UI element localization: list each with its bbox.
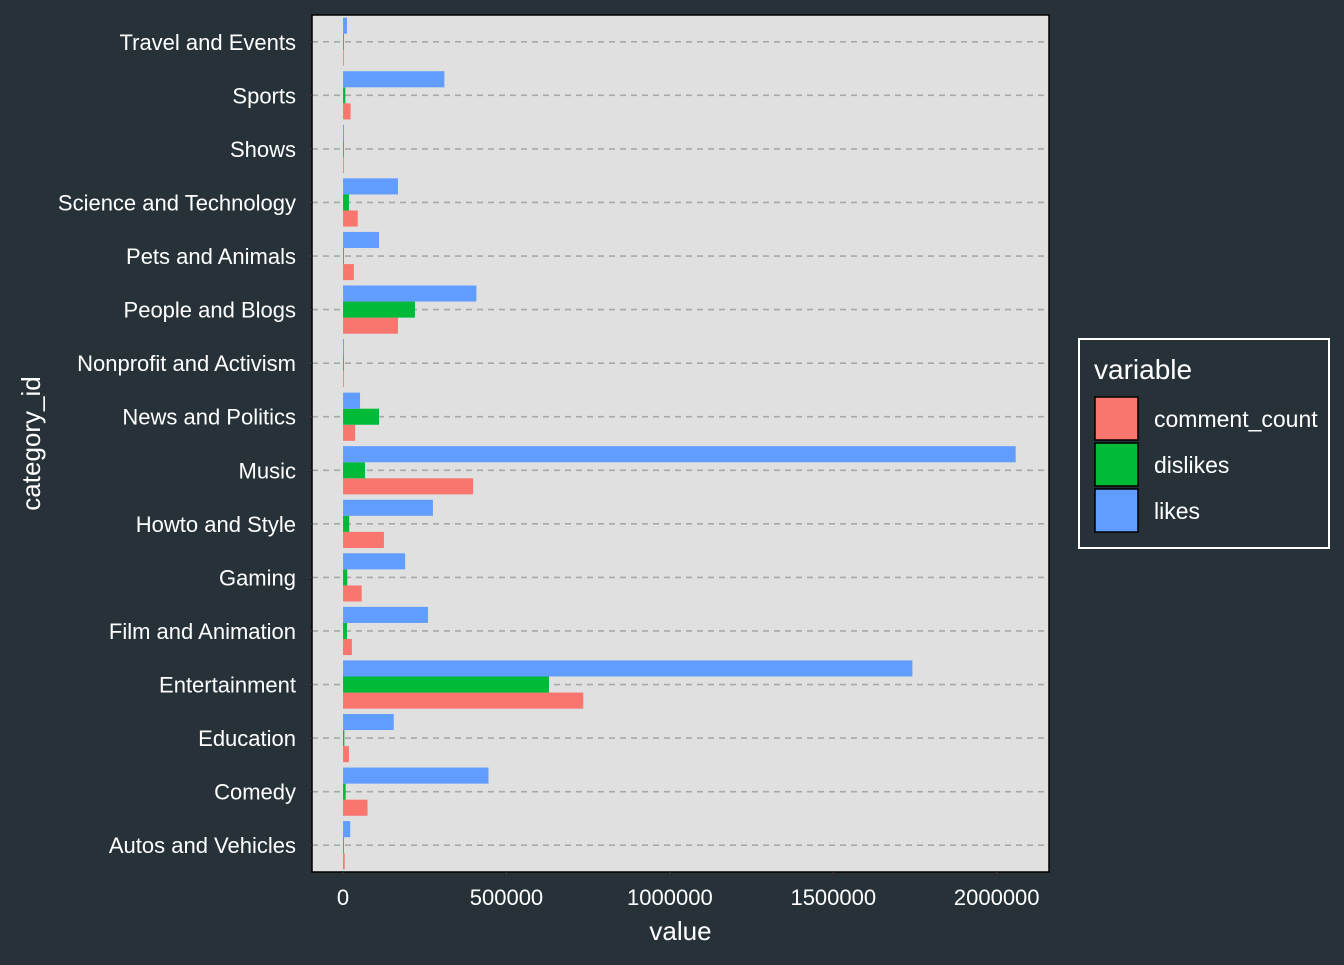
legend-label-comment-count: comment_count (1154, 406, 1318, 432)
x-tick-label: 2000000 (954, 885, 1040, 910)
bar-nonprofit-and-activism-dislikes (343, 355, 344, 372)
y-tick-label: People and Blogs (124, 298, 296, 323)
x-axis: 0 500000 1000000 1500000 2000000 (337, 872, 1040, 910)
legend: variable comment_count dislikes likes (1078, 338, 1330, 549)
plot-panel (312, 15, 1049, 872)
legend-key-likes (1094, 488, 1139, 533)
bar-gaming-comment-count (343, 585, 362, 602)
y-tick-label: Shows (230, 137, 296, 162)
legend-label-dislikes: dislikes (1154, 452, 1229, 478)
bar-film-and-animation-likes (343, 606, 429, 623)
legend-key-dislikes (1094, 442, 1139, 487)
x-tick-label: 1500000 (790, 885, 876, 910)
bar-gaming-likes (343, 553, 406, 570)
plot-border (311, 14, 1050, 873)
bar-people-and-blogs-dislikes (343, 301, 415, 318)
bar-education-comment-count (343, 746, 349, 763)
y-tick-label: Howto and Style (136, 512, 296, 537)
bar-science-and-technology-dislikes (343, 194, 349, 211)
bar-music-likes (343, 446, 1016, 463)
bar-entertainment-comment-count (343, 692, 584, 709)
y-tick-label: Comedy (214, 780, 296, 805)
y-tick-label: News and Politics (122, 405, 296, 430)
bar-people-and-blogs-likes (343, 285, 477, 302)
x-tick-label: 500000 (470, 885, 543, 910)
bar-pets-and-animals-dislikes (343, 247, 344, 265)
y-tick-label: Travel and Events (120, 30, 297, 55)
bar-comedy-likes (343, 767, 489, 784)
y-tick-label: Autos and Vehicles (109, 833, 296, 858)
bar-entertainment-likes (343, 660, 913, 677)
y-tick-label: Entertainment (159, 673, 296, 698)
bars (343, 17, 1016, 870)
x-axis-title: value (649, 916, 711, 946)
bar-science-and-technology-comment-count (343, 210, 358, 227)
bar-shows-comment-count (343, 156, 344, 174)
y-tick-label: Gaming (219, 565, 296, 590)
y-tick-label: Nonprofit and Activism (77, 351, 296, 376)
bar-sports-dislikes (343, 87, 346, 104)
bar-howto-and-style-dislikes (343, 515, 350, 532)
bar-entertainment-dislikes (343, 676, 549, 693)
x-tick-label: 1000000 (627, 885, 713, 910)
bar-education-likes (343, 713, 394, 731)
bar-autos-and-vehicles-likes (343, 821, 351, 838)
bar-travel-and-events-dislikes (343, 33, 344, 50)
bar-shows-dislikes (343, 140, 344, 157)
bar-news-and-politics-likes (343, 392, 361, 409)
x-tick-label: 0 (337, 885, 349, 910)
bar-pets-and-animals-likes (343, 231, 379, 248)
y-tick-label: Film and Animation (109, 619, 296, 644)
bar-music-comment-count (343, 478, 474, 495)
bar-shows-likes (343, 124, 345, 141)
bar-music-dislikes (343, 462, 365, 479)
bar-people-and-blogs-comment-count (343, 317, 398, 334)
bar-gaming-dislikes (343, 569, 348, 586)
y-tick-label: Sports (232, 83, 296, 108)
bar-nonprofit-and-activism-likes (343, 339, 345, 356)
bar-nonprofit-and-activism-comment-count (343, 371, 344, 388)
y-tick-label: Pets and Animals (126, 244, 296, 269)
y-tick-label: Education (198, 726, 296, 751)
bar-travel-and-events-likes (343, 17, 347, 34)
bar-autos-and-vehicles-dislikes (343, 837, 344, 854)
y-tick-label: Music (239, 458, 296, 483)
y-tick-label: Science and Technology (58, 190, 296, 215)
bar-comedy-dislikes (343, 783, 346, 800)
bar-comedy-comment-count (343, 799, 368, 816)
bar-sports-comment-count (343, 103, 351, 120)
bar-education-dislikes (343, 730, 345, 747)
bar-science-and-technology-likes (343, 178, 398, 195)
legend-box (1078, 338, 1330, 549)
bar-autos-and-vehicles-comment-count (343, 853, 345, 870)
bar-film-and-animation-dislikes (343, 622, 347, 640)
legend-label-likes: likes (1154, 498, 1200, 524)
y-axis: Autos and Vehicles Comedy Education Enterta… (58, 30, 312, 858)
legend-key-comment-count (1094, 396, 1139, 441)
bar-howto-and-style-likes (343, 499, 433, 516)
bar-news-and-politics-comment-count (343, 424, 356, 441)
bar-pets-and-animals-comment-count (343, 264, 354, 281)
bar-sports-likes (343, 71, 445, 88)
legend-title: variable (1094, 354, 1192, 385)
y-axis-title: category_id (16, 376, 46, 510)
bar-film-and-animation-comment-count (343, 639, 352, 656)
bar-travel-and-events-comment-count (343, 49, 344, 66)
bar-news-and-politics-dislikes (343, 408, 379, 425)
bar-howto-and-style-comment-count (343, 531, 384, 548)
